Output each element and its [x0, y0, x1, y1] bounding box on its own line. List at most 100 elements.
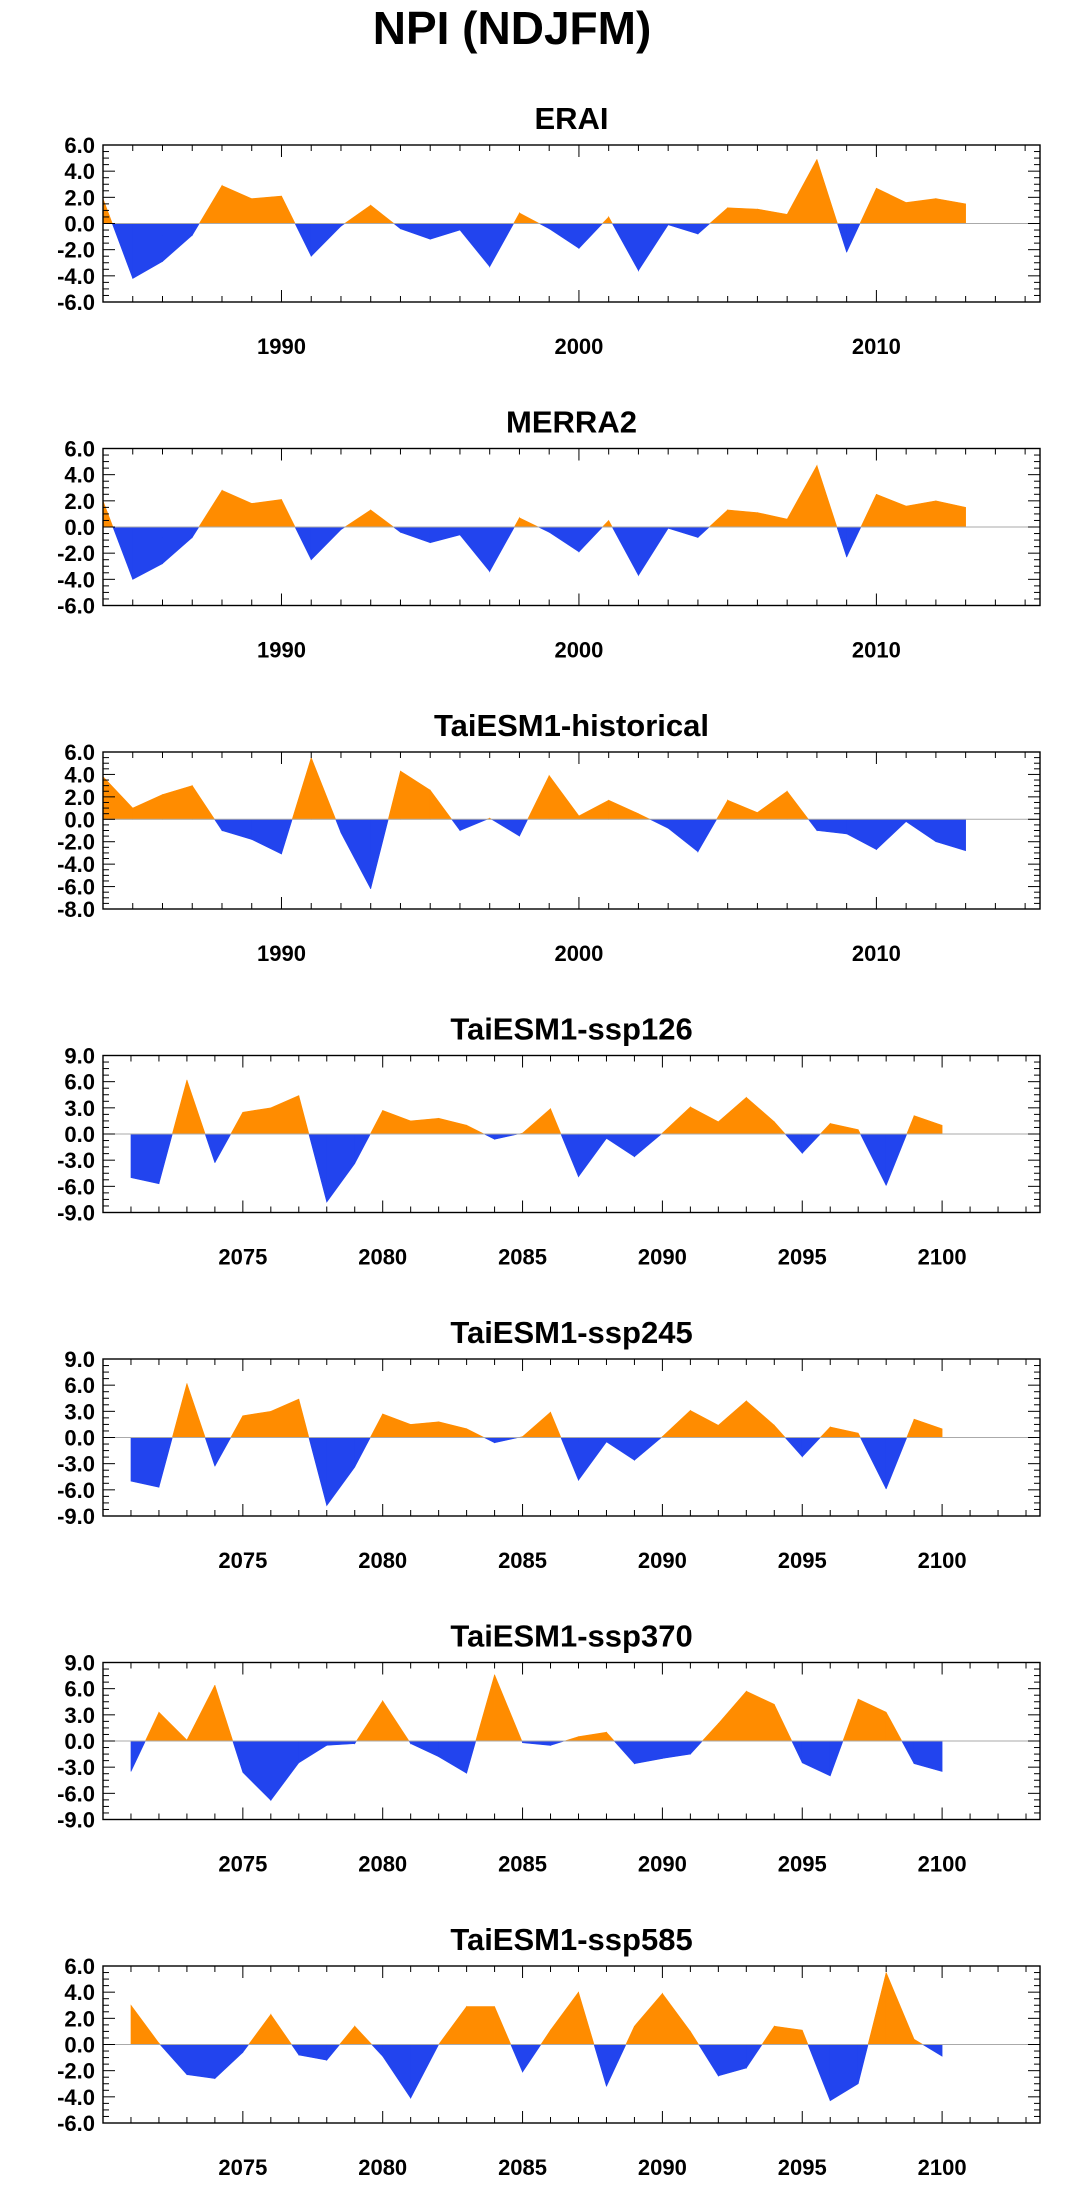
- y-tick-label: 3.0: [64, 1096, 95, 1121]
- y-tick-label: 2.0: [64, 2006, 95, 2031]
- panel-6: TaiESM1-ssp585 6.04.02.00.0-2.0-4.0-6.0 20…: [57, 1922, 1041, 2180]
- negative-area-4: [214, 2044, 244, 2080]
- positive-area-30: [708, 509, 728, 528]
- x-tick-label: 2075: [218, 1852, 267, 1877]
- positive-area-35: [801, 2029, 809, 2045]
- negative-area-9: [326, 1740, 356, 1746]
- x-tick-label: 2090: [638, 1245, 687, 1270]
- x-tick-label: 2075: [218, 2155, 267, 2180]
- negative-area-1: [112, 526, 134, 580]
- positive-area-17: [466, 2006, 495, 2045]
- positive-area-22: [550, 1991, 579, 2045]
- positive-area-15: [429, 789, 453, 820]
- negative-area-28: [667, 818, 699, 853]
- positive-area-40: [885, 1972, 915, 2045]
- y-tick-label: 6.0: [64, 1677, 95, 1702]
- x-tick-label: 1990: [257, 941, 306, 966]
- y-tick-label: 6.0: [64, 133, 95, 158]
- positive-area-1: [144, 1712, 160, 1742]
- positive-area-28: [662, 1409, 691, 1438]
- y-tick-label: -4.0: [57, 567, 95, 592]
- negative-area-3: [162, 526, 193, 565]
- y-tick-label: 4.0: [64, 1980, 95, 2005]
- positive-area-33: [786, 790, 810, 820]
- negative-area-20: [490, 818, 520, 837]
- y-tick-label: 9.0: [64, 1651, 95, 1676]
- positive-area-22: [527, 775, 550, 820]
- x-tick-label: 2000: [554, 638, 603, 663]
- x-tick-label: 2090: [638, 2155, 687, 2180]
- positive-area-31: [746, 1096, 775, 1135]
- negative-area-28: [690, 1740, 704, 1755]
- negative-area-15: [410, 2044, 440, 2099]
- positive-area-17: [475, 1674, 495, 1742]
- positive-area-17: [466, 1428, 485, 1438]
- panel-3: TaiESM1-ssp126 9.06.03.00.0-3.0-6.0-9.0 20…: [57, 1012, 1041, 1270]
- x-tick-label: 2080: [358, 1852, 407, 1877]
- positive-area-19: [513, 516, 520, 528]
- positive-area-29: [701, 1722, 719, 1742]
- negative-area-26: [634, 1437, 663, 1461]
- y-tick-label: 2.0: [64, 489, 95, 514]
- x-tick-label: 2075: [218, 1245, 267, 1270]
- positive-area-2: [171, 1079, 188, 1135]
- positive-area-18: [494, 1674, 523, 1742]
- negative-area-4: [213, 818, 223, 832]
- negative-area-15: [438, 1740, 467, 1774]
- negative-area-36: [846, 526, 862, 558]
- panel-5: TaiESM1-ssp370 9.06.03.00.0-3.0-6.0-9.0 20…: [57, 1619, 1041, 1877]
- y-tick-label: 9.0: [64, 1044, 95, 1069]
- positive-area-38: [876, 187, 907, 224]
- positive-area-13: [369, 1413, 384, 1438]
- positive-area-36: [829, 1426, 859, 1438]
- positive-area-26: [625, 2026, 635, 2045]
- positive-area-31: [727, 509, 758, 528]
- y-tick-label: -9.0: [57, 1808, 95, 1833]
- negative-area-37: [829, 2044, 859, 2102]
- negative-area-33: [791, 1740, 803, 1763]
- positive-area-21: [540, 2029, 551, 2045]
- positive-area-29: [690, 2030, 700, 2045]
- positive-area-9: [298, 1399, 310, 1438]
- y-tick-label: -3.0: [57, 1755, 95, 1780]
- negative-area-16: [429, 223, 461, 240]
- negative-area-30: [698, 2044, 719, 2077]
- negative-area-17: [459, 526, 490, 573]
- negative-area-23: [578, 526, 604, 553]
- positive-area-15: [410, 1421, 439, 1438]
- negative-area-11: [340, 818, 372, 889]
- positive-area-3: [186, 1079, 206, 1135]
- y-tick-label: 2.0: [64, 785, 95, 810]
- positive-area-0: [102, 198, 113, 224]
- x-tick-label: 2080: [358, 1548, 407, 1573]
- positive-area-37: [857, 1698, 887, 1742]
- negative-area-23: [578, 223, 604, 250]
- positive-area-12: [382, 1699, 410, 1742]
- negative-area-38: [859, 1133, 887, 1186]
- negative-area-22: [548, 223, 580, 249]
- positive-area-30: [716, 799, 728, 820]
- negative-area-34: [801, 1740, 831, 1777]
- x-tick-label: 2085: [498, 1548, 547, 1573]
- positive-area-24: [601, 216, 609, 224]
- negative-area-14: [382, 2044, 411, 2100]
- panel-1: MERRA2 6.04.02.00.0-2.0-4.0-6.0 1990 2000 20…: [57, 405, 1041, 663]
- positive-area-12: [343, 204, 372, 224]
- negative-area-21: [539, 223, 550, 230]
- x-tick-label: 2100: [918, 1852, 967, 1877]
- negative-area-25: [606, 1437, 635, 1461]
- negative-area-14: [392, 526, 401, 533]
- negative-area-26: [611, 526, 639, 576]
- negative-area-4: [204, 1437, 216, 1467]
- x-tick-label: 1990: [257, 334, 306, 359]
- positive-area-11: [339, 2025, 356, 2045]
- negative-area-18: [489, 223, 515, 268]
- y-tick-label: 6.0: [64, 1954, 95, 1979]
- positive-area-3: [186, 1685, 216, 1742]
- y-tick-label: 4.0: [64, 159, 95, 184]
- y-tick-label: 0.0: [64, 1122, 95, 1147]
- positive-area-3: [186, 1383, 206, 1438]
- negative-area-0: [130, 1437, 160, 1488]
- x-tick-label: 1990: [257, 638, 306, 663]
- positive-area-13: [387, 770, 401, 820]
